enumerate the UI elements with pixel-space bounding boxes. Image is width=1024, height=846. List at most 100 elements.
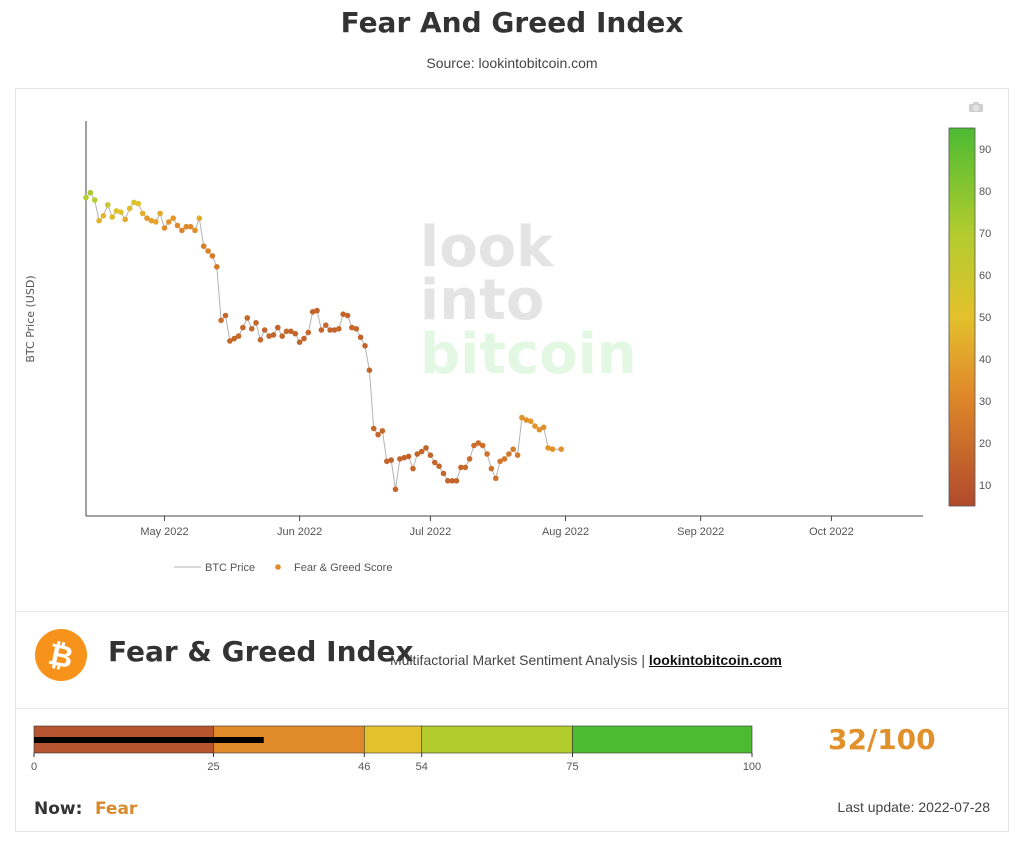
score-point[interactable] [314,307,320,314]
score-point[interactable] [135,200,142,207]
score-point[interactable] [349,324,355,331]
score-point[interactable] [257,337,264,343]
score-point[interactable] [209,253,216,259]
score-point[interactable] [519,414,525,421]
score-point[interactable] [157,210,163,217]
score-point[interactable] [432,459,438,466]
score-point[interactable] [488,465,495,472]
score-point[interactable] [122,216,128,223]
score-point[interactable] [279,333,286,339]
score-point[interactable] [174,222,181,229]
score-point[interactable] [466,456,473,462]
score-point[interactable] [549,446,556,453]
score-point[interactable] [266,333,272,339]
score-point[interactable] [270,332,277,338]
score-point[interactable] [214,264,220,270]
score-point[interactable] [414,451,421,457]
score-point[interactable] [344,312,351,319]
score-point[interactable] [523,417,530,423]
score-point[interactable] [222,312,229,319]
score-point[interactable] [353,326,360,332]
score-point[interactable] [497,458,503,465]
score-point[interactable] [318,327,325,333]
score-point[interactable] [179,227,185,234]
score-point[interactable] [331,327,338,333]
score-point[interactable] [501,456,508,462]
score-point[interactable] [83,194,89,201]
score-point[interactable] [479,442,486,449]
score-point[interactable] [423,445,429,451]
score-point[interactable] [484,451,490,457]
score-point[interactable] [458,464,464,471]
lookintobitcoin-link[interactable]: lookintobitcoin.com [648,652,782,668]
score-point[interactable] [253,320,259,326]
score-point[interactable] [235,333,242,339]
score-point[interactable] [401,454,408,461]
score-point[interactable] [462,464,469,471]
score-point[interactable] [536,426,543,433]
score-point[interactable] [91,197,98,203]
score-point[interactable] [397,456,403,462]
score-point[interactable] [105,202,111,208]
camera-icon[interactable] [969,102,983,112]
score-point[interactable] [283,328,290,335]
score-point[interactable] [388,457,395,463]
score-point[interactable] [288,328,294,335]
score-point[interactable] [166,219,172,225]
score-point[interactable] [231,335,237,342]
score-point[interactable] [532,423,538,429]
score-point[interactable] [118,209,124,215]
score-point[interactable] [427,452,434,459]
score-point[interactable] [309,309,316,315]
score-point[interactable] [131,199,137,206]
score-point[interactable] [366,367,373,374]
score-point[interactable] [196,215,203,221]
score-point[interactable] [100,213,107,219]
score-point[interactable] [161,225,168,231]
score-point[interactable] [148,217,155,224]
score-point[interactable] [471,442,477,449]
score-point[interactable] [545,445,551,451]
score-point[interactable] [410,465,416,472]
score-point[interactable] [323,322,329,328]
score-point[interactable] [370,425,377,432]
score-point[interactable] [244,315,251,321]
score-point[interactable] [405,453,412,460]
score-point[interactable] [109,214,115,220]
score-point[interactable] [379,428,386,434]
score-point[interactable] [192,227,198,234]
score-point[interactable] [540,424,547,431]
score-point[interactable] [200,243,207,249]
score-point[interactable] [392,486,399,493]
score-point[interactable] [445,478,451,484]
score-point[interactable] [144,215,150,221]
score-point[interactable] [275,324,281,331]
score-point[interactable] [96,217,102,224]
score-point[interactable] [327,327,333,333]
score-point[interactable] [113,208,120,214]
score-point[interactable] [187,223,194,230]
score-point[interactable] [558,446,564,453]
score-point[interactable] [493,475,499,482]
score-point[interactable] [514,452,521,459]
score-point[interactable] [305,329,312,336]
score-point[interactable] [418,448,425,455]
score-point[interactable] [436,463,442,470]
score-point[interactable] [357,334,364,341]
score-point[interactable] [527,418,534,425]
score-point[interactable] [336,326,342,332]
score-point[interactable] [510,446,516,453]
score-point[interactable] [170,215,176,221]
score-point[interactable] [126,205,133,212]
score-point[interactable] [375,431,381,438]
score-point[interactable] [475,440,482,446]
score-point[interactable] [362,343,368,349]
score-point[interactable] [506,451,512,457]
score-point[interactable] [139,210,146,217]
score-point[interactable] [87,189,94,196]
score-point[interactable] [449,478,456,484]
score-point[interactable] [227,338,233,344]
score-point[interactable] [296,339,303,345]
score-point[interactable] [218,317,224,324]
score-point[interactable] [261,327,268,333]
